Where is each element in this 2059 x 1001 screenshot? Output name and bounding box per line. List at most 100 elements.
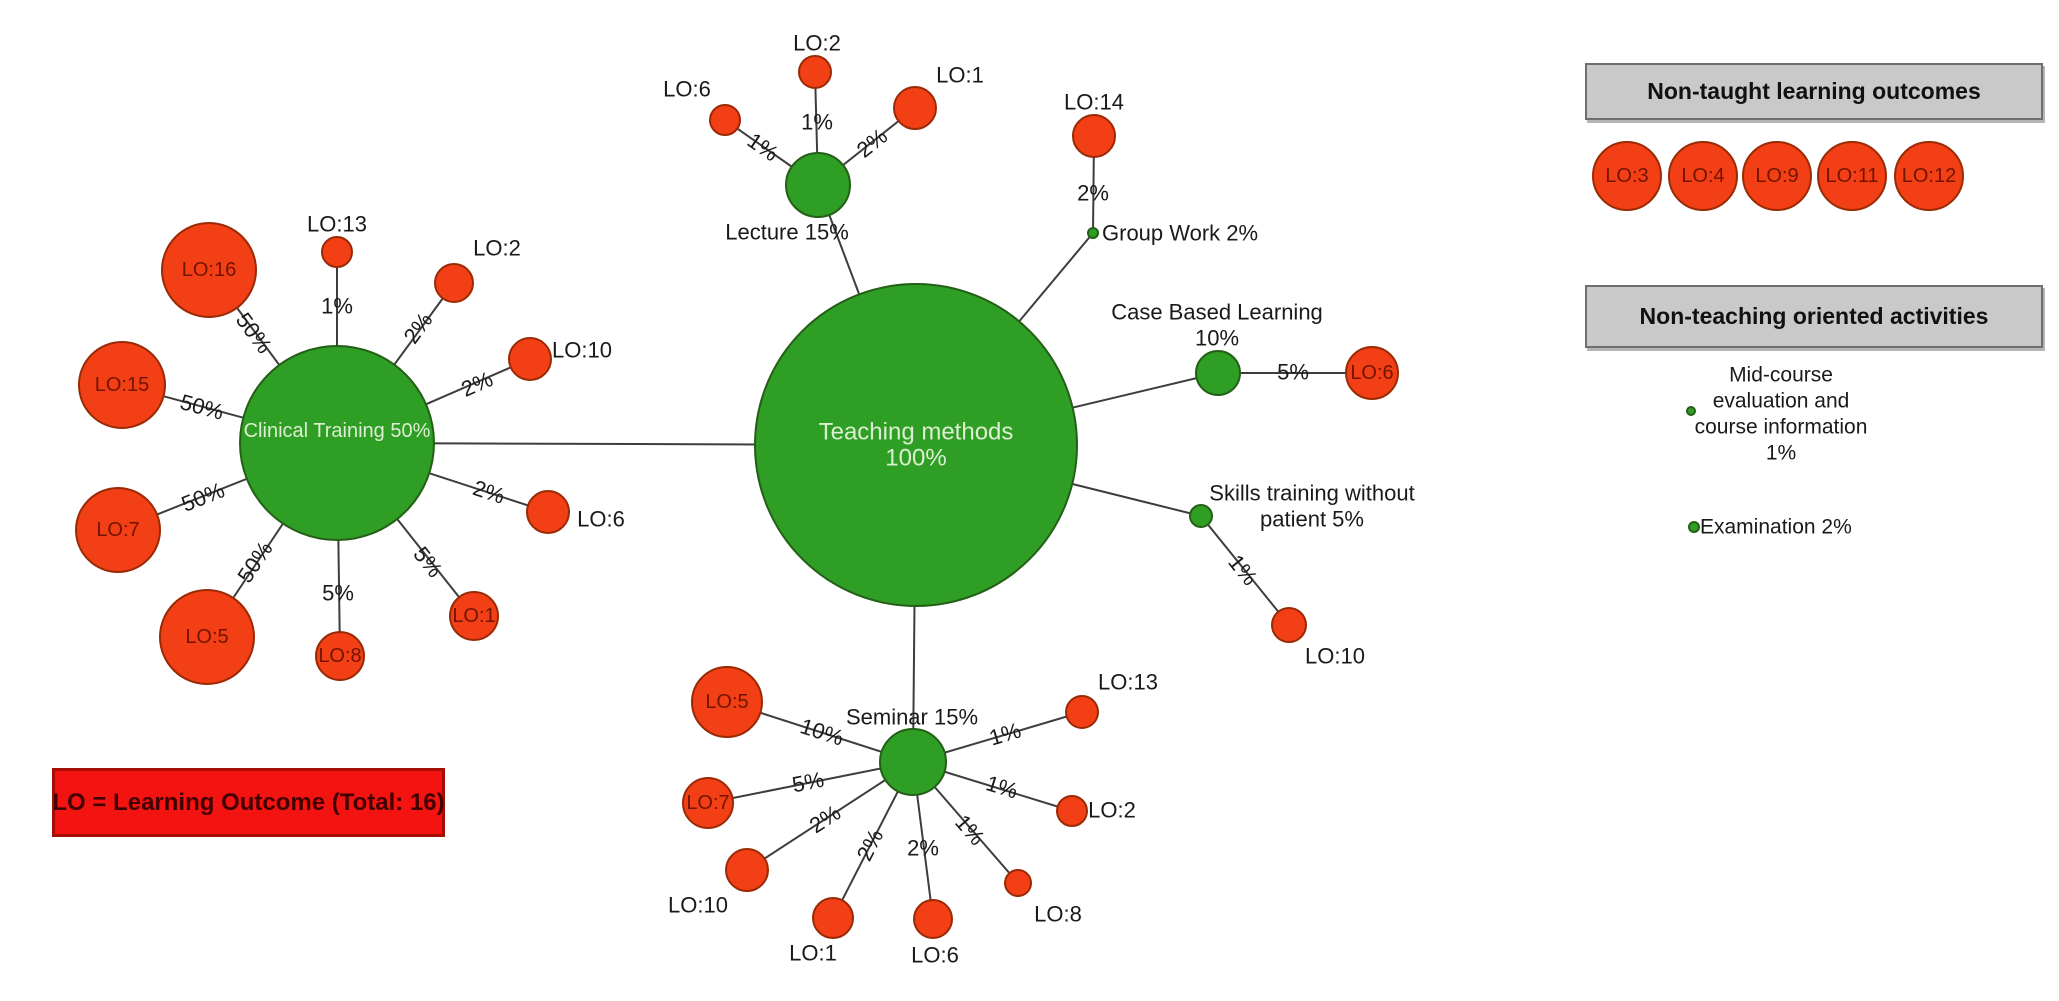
edge-seminar-slo7-label: 5% xyxy=(790,767,826,798)
node-llo1-label: LO:1 xyxy=(936,63,984,88)
legend-box-text: LO = Learning Outcome (Total: 16) xyxy=(52,788,445,816)
node-clo16-circle xyxy=(161,222,257,318)
node-plo9-circle xyxy=(1742,141,1812,211)
node-clo2-label: LO:2 xyxy=(473,236,521,261)
node-plo3-label: LO:3 xyxy=(1605,165,1648,187)
node-clo10-label: LO:10 xyxy=(552,338,612,363)
node-slo6-circle xyxy=(913,899,953,939)
node-slo10b-circle xyxy=(725,848,769,892)
node-case-circle xyxy=(1195,350,1241,396)
edge-clinical-clo5-label: 50% xyxy=(232,537,277,588)
node-skills-circle xyxy=(1189,504,1213,528)
node-teaching-label: 100% xyxy=(885,445,946,472)
node-clinical-label: Clinical Training 50% xyxy=(244,420,431,442)
edge-clinical-clo7-label: 50% xyxy=(178,477,228,517)
non-taught-panel-header: Non-taught learning outcomes xyxy=(1585,63,2043,120)
node-plo4-label: LO:4 xyxy=(1681,165,1724,187)
node-slo8-circle xyxy=(1004,869,1032,897)
node-clo8-circle xyxy=(315,631,365,681)
node-teaching-label: Teaching methods xyxy=(819,419,1014,446)
node-seminar-circle xyxy=(879,728,947,796)
node-slo2-circle xyxy=(1056,795,1088,827)
node-plo11-label: LO:11 xyxy=(1826,165,1879,187)
node-slo10-label: LO:10 xyxy=(1305,644,1365,669)
edge-groupwork-lo14-label: 2% xyxy=(1077,181,1109,206)
node-clo10-circle xyxy=(508,337,552,381)
node-skills-label: Skills training without xyxy=(1209,481,1414,506)
node-clo7-label: LO:7 xyxy=(96,519,139,541)
node-clo13-label: LO:13 xyxy=(307,212,367,237)
node-clo2-circle xyxy=(434,263,474,303)
non-teaching-panel-header: Non-teaching oriented activities xyxy=(1585,285,2043,348)
node-clo7-circle xyxy=(75,487,161,573)
node-lecture-label: Lecture 15% xyxy=(725,220,849,245)
node-slo5-circle xyxy=(691,666,763,738)
edge-lecture-llo6-label: 1% xyxy=(743,128,783,167)
node-slo1-circle xyxy=(812,897,854,939)
node-plo12-label: LO:12 xyxy=(1902,165,1956,187)
node-skills-label: patient 5% xyxy=(1260,507,1364,532)
node-slo13-label: LO:13 xyxy=(1098,670,1158,695)
node-slo13-circle xyxy=(1065,695,1099,729)
edge-seminar-slo10b-label: 2% xyxy=(805,800,845,838)
node-clo15-label: LO:15 xyxy=(95,374,149,396)
edge-seminar-slo13-label: 1% xyxy=(986,717,1024,750)
node-middot-label: 1% xyxy=(1766,442,1796,465)
node-plo11-circle xyxy=(1817,141,1887,211)
node-plo9-label: LO:9 xyxy=(1755,165,1798,187)
edge-clinical-clo16-label: 50% xyxy=(231,308,277,358)
node-clo15-circle xyxy=(78,341,166,429)
node-caselo6-label: LO:6 xyxy=(1350,362,1393,384)
node-slo2-label: LO:2 xyxy=(1088,798,1136,823)
node-middot-label: Mid-course xyxy=(1729,364,1833,387)
node-llo6-circle xyxy=(709,104,741,136)
node-slo10-circle xyxy=(1271,607,1307,643)
node-clo5-circle xyxy=(159,589,255,685)
node-slo7-circle xyxy=(682,777,734,829)
node-clo1-circle xyxy=(449,591,499,641)
edge-seminar-slo1-label: 2% xyxy=(852,825,889,865)
node-clo6-label: LO:6 xyxy=(577,507,625,532)
node-clinical-circle xyxy=(239,345,435,541)
node-caselo6-circle xyxy=(1345,346,1399,400)
edge-clinical-clo8-label: 5% xyxy=(322,581,354,606)
node-slo1-label: LO:1 xyxy=(789,941,837,966)
node-llo1-circle xyxy=(893,86,937,130)
node-slo5-label: LO:5 xyxy=(705,691,748,713)
node-middot-label: course information xyxy=(1695,416,1868,439)
edge-clinical-clo13-label: 1% xyxy=(321,294,353,319)
node-examdot-circle xyxy=(1688,521,1700,533)
node-slo7-label: LO:7 xyxy=(686,792,729,814)
node-plo12-circle xyxy=(1894,141,1964,211)
edge-seminar-slo5-label: 10% xyxy=(797,713,847,750)
edge-seminar-slo7 xyxy=(707,761,914,804)
legend-box: LO = Learning Outcome (Total: 16) xyxy=(52,768,445,837)
node-plo3-circle xyxy=(1592,141,1662,211)
node-clo5-label: LO:5 xyxy=(185,626,228,648)
edge-clinical-clo15-label: 50% xyxy=(177,389,226,425)
node-examdot-label: Examination 2% xyxy=(1700,516,1852,539)
edge-seminar-slo2-label: 1% xyxy=(983,770,1021,803)
node-lo14-label: LO:14 xyxy=(1064,90,1124,115)
node-seminar-label: Seminar 15% xyxy=(846,705,978,730)
non-taught-panel-title: Non-taught learning outcomes xyxy=(1647,78,1981,104)
node-plo4-circle xyxy=(1668,141,1738,211)
edge-lecture-llo1-label: 2% xyxy=(852,123,892,162)
node-case-label: 10% xyxy=(1195,326,1239,351)
edge-clinical-clo10-label: 2% xyxy=(457,366,496,402)
node-lo14-circle xyxy=(1072,114,1116,158)
non-teaching-panel-title: Non-teaching oriented activities xyxy=(1639,303,1989,329)
edge-lecture-llo2-label: 1% xyxy=(801,110,833,135)
edge-clinical-clo6-label: 2% xyxy=(470,475,508,509)
node-middot-circle xyxy=(1686,406,1696,416)
node-slo8-label: LO:8 xyxy=(1034,902,1082,927)
node-llo2-label: LO:2 xyxy=(793,31,841,56)
edge-seminar-slo6-label: 2% xyxy=(907,836,939,861)
node-teaching-circle xyxy=(754,283,1078,607)
node-clo8-label: LO:8 xyxy=(318,645,361,667)
edge-case-caselo6-label: 5% xyxy=(1277,360,1309,385)
node-groupwork-circle xyxy=(1087,227,1099,239)
node-middot-label: evaluation and xyxy=(1713,390,1850,413)
